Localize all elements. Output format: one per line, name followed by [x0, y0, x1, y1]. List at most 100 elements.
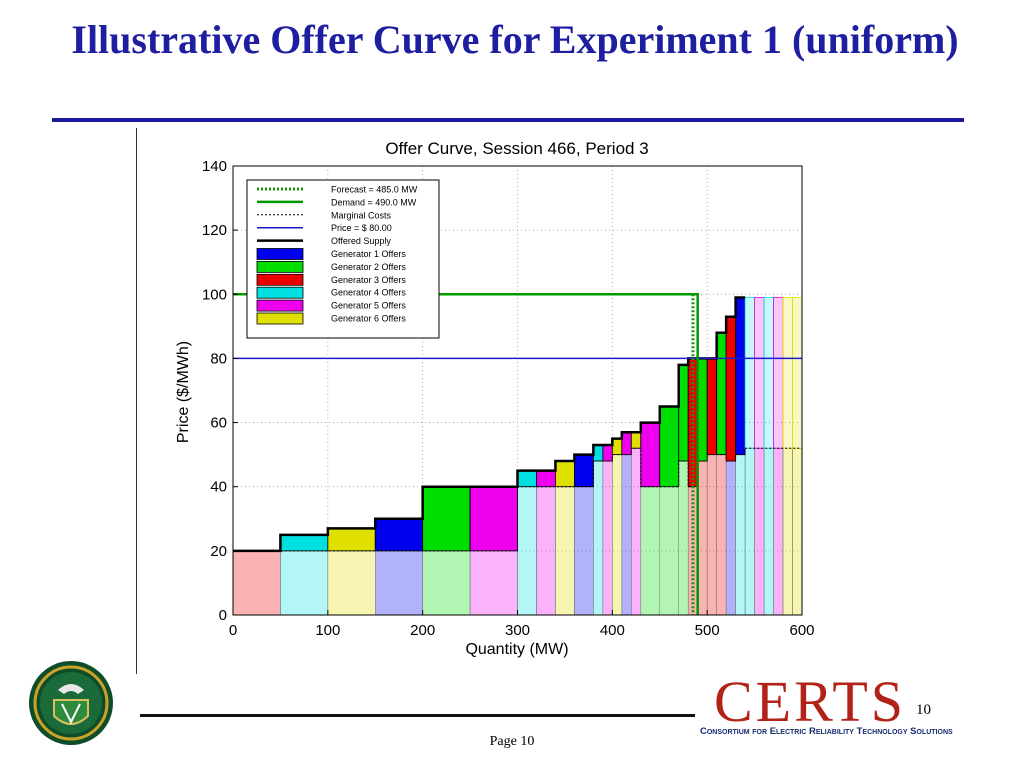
offer-block [744, 297, 755, 449]
offer-block [697, 358, 708, 462]
marginal-cost-bar [574, 486, 594, 616]
certs-tagline: Consortium for Electric Reliability Tech… [700, 726, 953, 737]
marginal-cost-bar [621, 454, 632, 616]
marginal-cost-bar [536, 486, 556, 616]
offer-block [678, 364, 689, 462]
x-tick-label: 400 [600, 622, 625, 639]
x-tick-label: 200 [410, 622, 435, 639]
offer-block [621, 431, 632, 456]
chart-title: Offer Curve, Session 466, Period 3 [385, 139, 648, 158]
marginal-cost-bar [744, 447, 755, 616]
x-tick-label: 100 [315, 622, 340, 639]
offer-block [706, 358, 718, 456]
legend-label: Generator 4 Offers [331, 288, 406, 298]
x-tick-label: 300 [505, 622, 530, 639]
marginal-cost-bar [716, 454, 727, 616]
footer-rule [140, 714, 695, 717]
reference-lines-layer [233, 293, 802, 615]
offer-block [592, 444, 604, 462]
y-axis-label: Price ($/MWh) [175, 341, 192, 443]
marginal-cost-bar [659, 486, 679, 616]
legend-swatch [256, 312, 304, 325]
marginal-cost-bar [602, 460, 613, 616]
offer-block [536, 470, 556, 488]
offer-block [659, 406, 680, 488]
marginal-cost-line [233, 447, 802, 552]
offer-block [422, 486, 471, 552]
offer-block [555, 460, 575, 488]
marginal-cost-bar [735, 454, 746, 616]
certs-wordmark: CERTS [714, 669, 907, 734]
offer-block [611, 438, 623, 456]
offer-curve-svg: Offer Curve, Session 466, Period 3 Quant… [175, 139, 815, 658]
offer-block [469, 486, 518, 552]
offer-curve-chart: Offer Curve, Session 466, Period 3 Quant… [150, 128, 830, 668]
y-tick-label: 100 [202, 286, 227, 303]
legend-swatch [256, 248, 304, 260]
marginal-cost-bar [792, 447, 803, 616]
marginal-cost-bar [640, 486, 660, 616]
offer-block [792, 297, 803, 449]
marginal-cost-bar [555, 486, 575, 616]
y-tick-label: 0 [219, 607, 227, 624]
legend-swatch [256, 273, 304, 286]
legend-label: Demand = 490.0 MW [331, 197, 417, 207]
offer-block [573, 454, 594, 488]
y-tick-label: 60 [210, 415, 227, 432]
marginal-cost-bar [763, 447, 774, 616]
marginal-cost-bar [706, 454, 717, 616]
marginal-cost-bar [280, 550, 329, 616]
marginal-cost-bar [327, 550, 376, 616]
offer-block [327, 528, 376, 552]
marginal-cost-bar [422, 550, 471, 616]
y-tick-label: 40 [210, 479, 227, 496]
offer-block [773, 297, 784, 449]
marginal-cost-bar [593, 460, 604, 616]
x-tick-label: 600 [789, 622, 814, 639]
offer-block [716, 332, 727, 456]
marginal-cost-layer [232, 447, 803, 616]
marginal-cost-bar [375, 550, 423, 616]
legend-label: Forecast = 485.0 MW [331, 185, 418, 195]
offer-block [640, 422, 661, 488]
offer-block [280, 534, 329, 552]
y-tick-label: 80 [210, 350, 227, 367]
doe-seal-icon [28, 660, 114, 746]
legend-label: Generator 5 Offers [331, 301, 406, 311]
offer-block [763, 297, 774, 449]
offer-blocks-layer [280, 297, 803, 552]
legend-label: Generator 2 Offers [331, 262, 406, 272]
x-axis-label: Quantity (MW) [465, 641, 568, 658]
offer-block [602, 444, 613, 462]
legend-swatch [256, 260, 304, 273]
y-tick-label: 120 [202, 222, 227, 239]
marginal-cost-bar [697, 460, 708, 616]
offer-block [517, 470, 537, 488]
legend-label: Marginal Costs [331, 210, 392, 220]
offer-block [782, 297, 793, 449]
offer-block [630, 431, 642, 449]
marginal-cost-bar [754, 447, 765, 616]
page-label: Page 10 [489, 734, 535, 749]
x-tick-label: 500 [695, 622, 720, 639]
marginal-cost-bar [782, 447, 793, 616]
title-underline [52, 118, 964, 122]
slide-title: Illustrative Offer Curve for Experiment … [71, 17, 959, 62]
legend-label: Generator 6 Offers [331, 314, 406, 324]
marginal-cost-bar [725, 460, 736, 616]
x-tick-label: 0 [229, 622, 237, 639]
certs-logo: CERTS Consortium for Electric Reliabilit… [700, 670, 1005, 746]
offer-block [725, 316, 737, 462]
offer-block [735, 297, 746, 456]
y-tick-label: 140 [202, 158, 227, 175]
y-tick-label: 20 [210, 543, 227, 560]
legend-swatch [256, 299, 304, 312]
legend-label: Generator 3 Offers [331, 275, 406, 285]
marginal-cost-bar [612, 454, 623, 616]
marginal-cost-bar [773, 447, 784, 616]
left-divider [136, 128, 137, 674]
legend-label: Generator 1 Offers [331, 249, 406, 259]
marginal-cost-bar [232, 550, 281, 616]
marginal-cost-bar [631, 447, 642, 616]
offer-block [374, 518, 424, 552]
